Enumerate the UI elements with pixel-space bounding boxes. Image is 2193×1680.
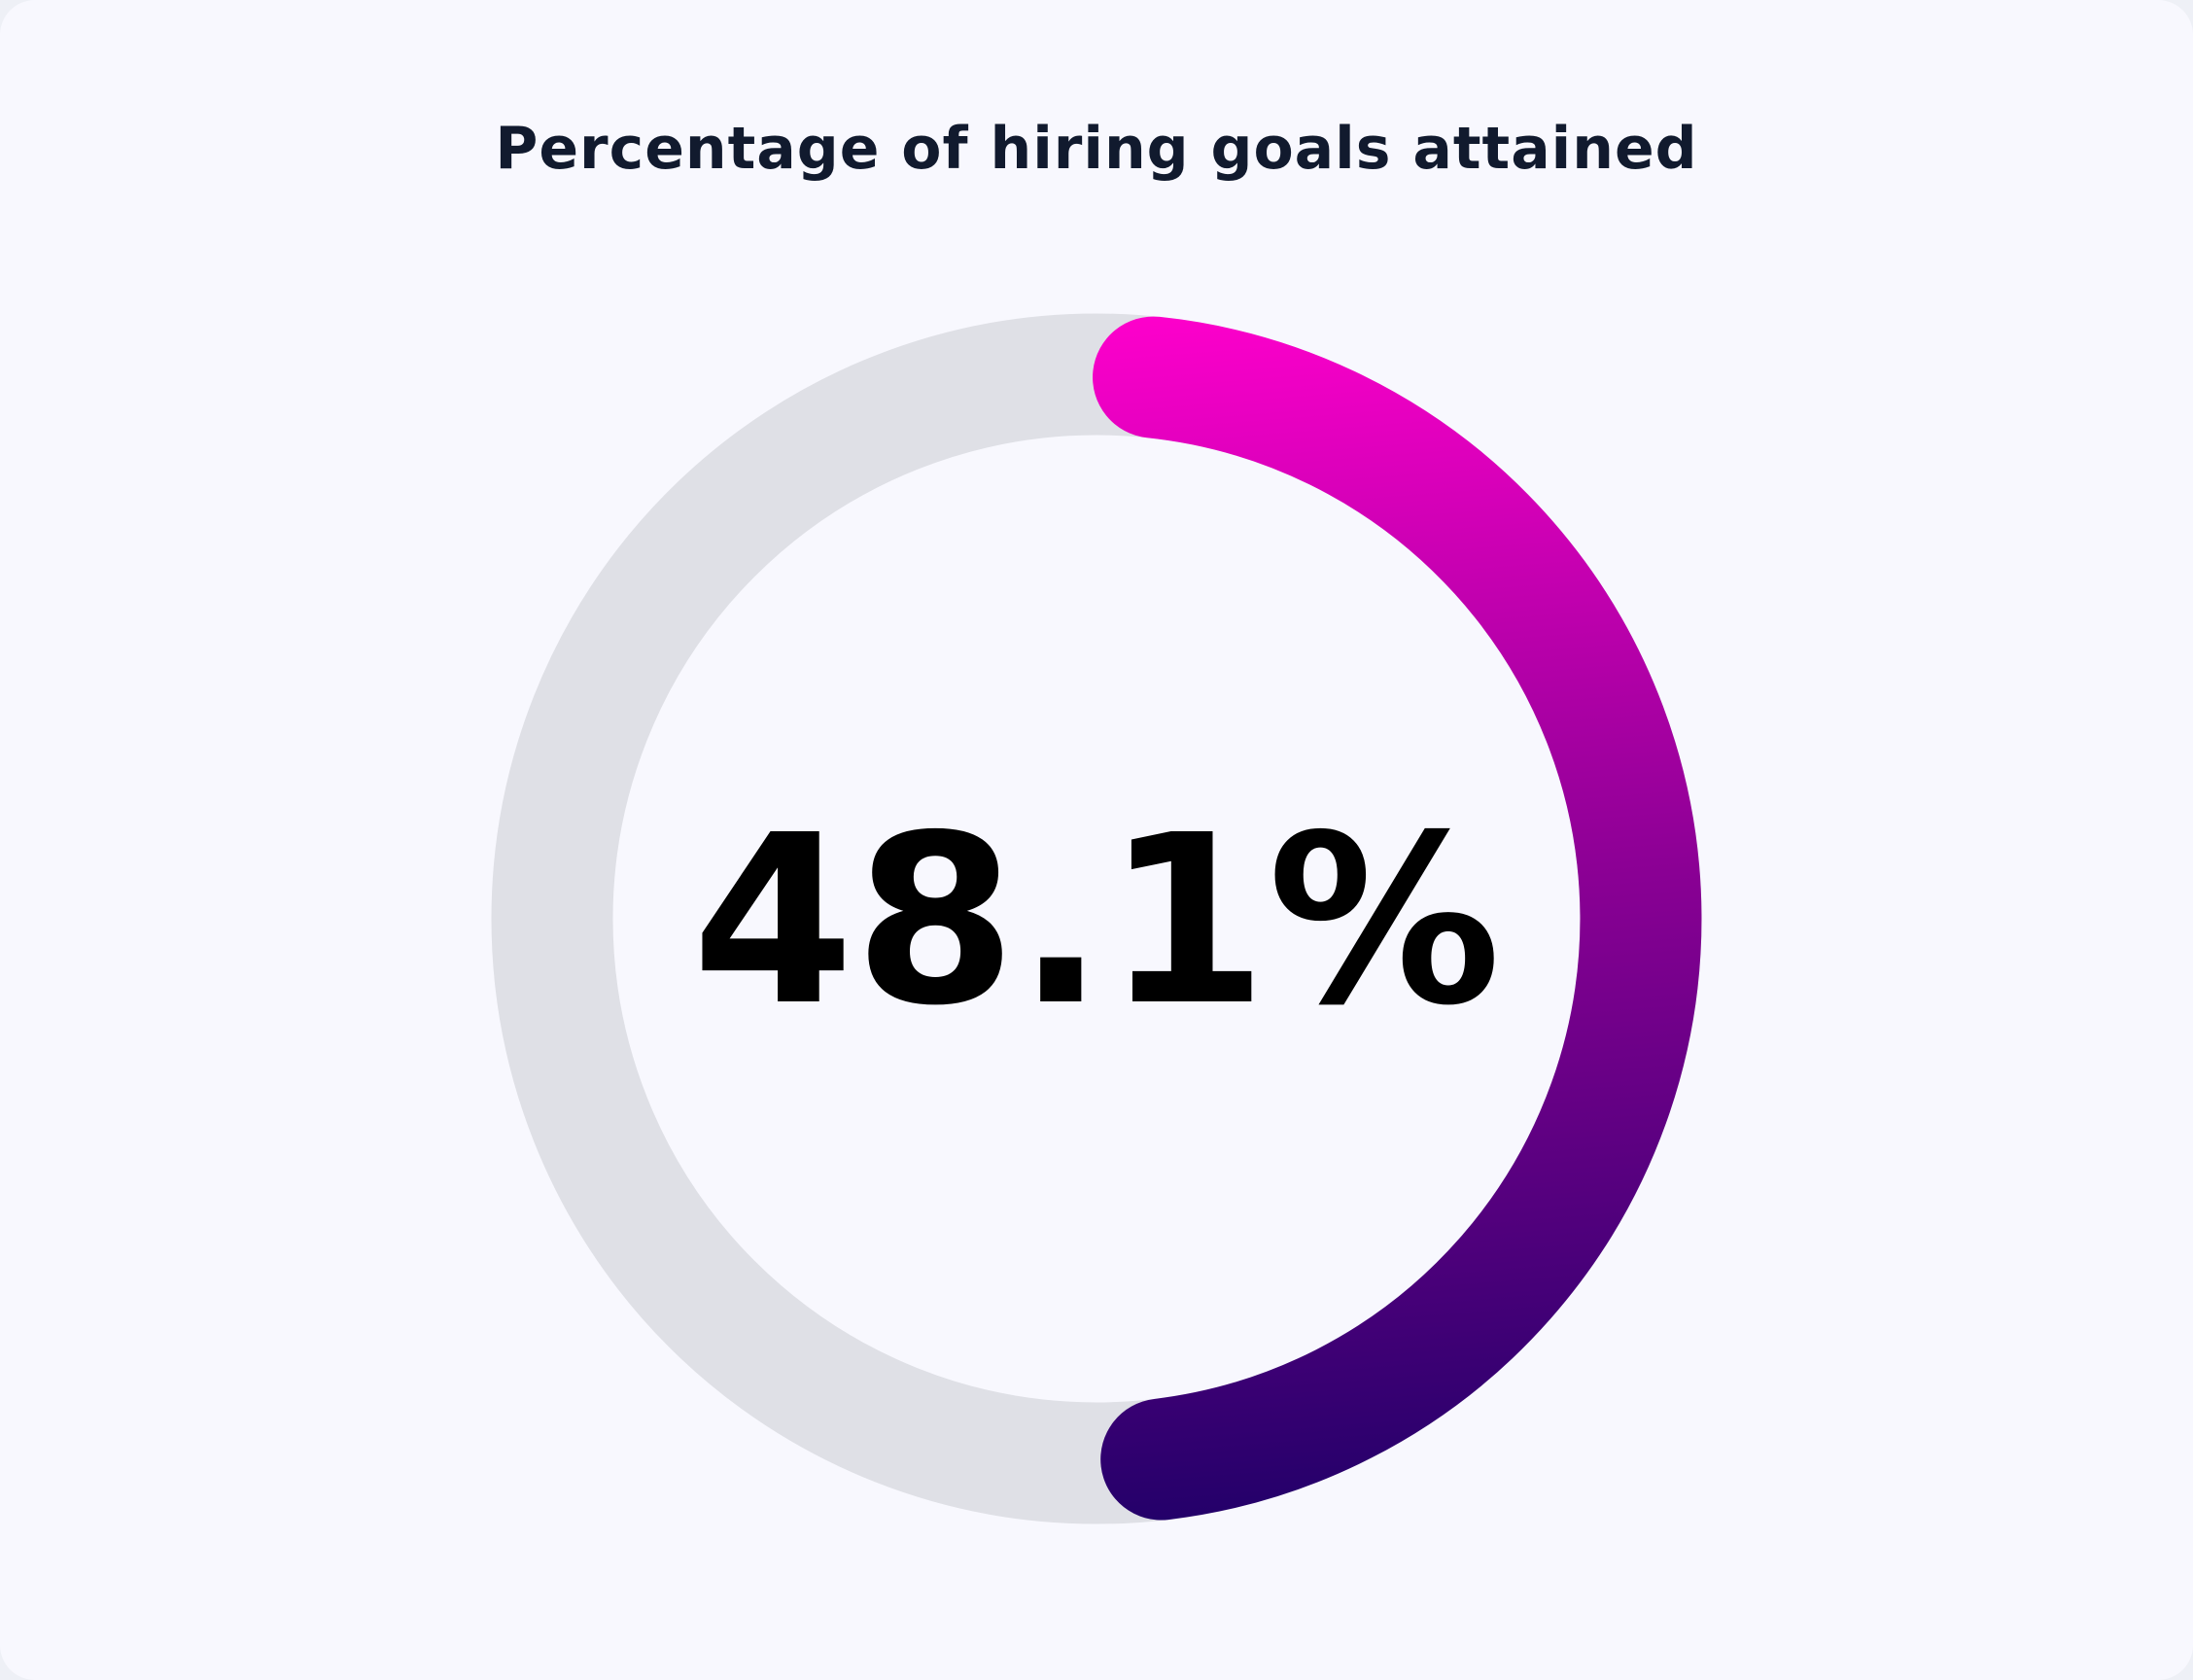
gauge-value-label: 48.1% bbox=[692, 785, 1502, 1057]
gauge-value-arc bbox=[1093, 316, 1702, 1521]
chart-title: Percentage of hiring goals attained bbox=[495, 115, 1698, 183]
